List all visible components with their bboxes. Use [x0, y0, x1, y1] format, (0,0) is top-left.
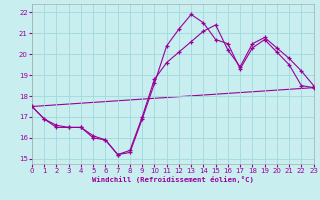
- X-axis label: Windchill (Refroidissement éolien,°C): Windchill (Refroidissement éolien,°C): [92, 176, 254, 183]
